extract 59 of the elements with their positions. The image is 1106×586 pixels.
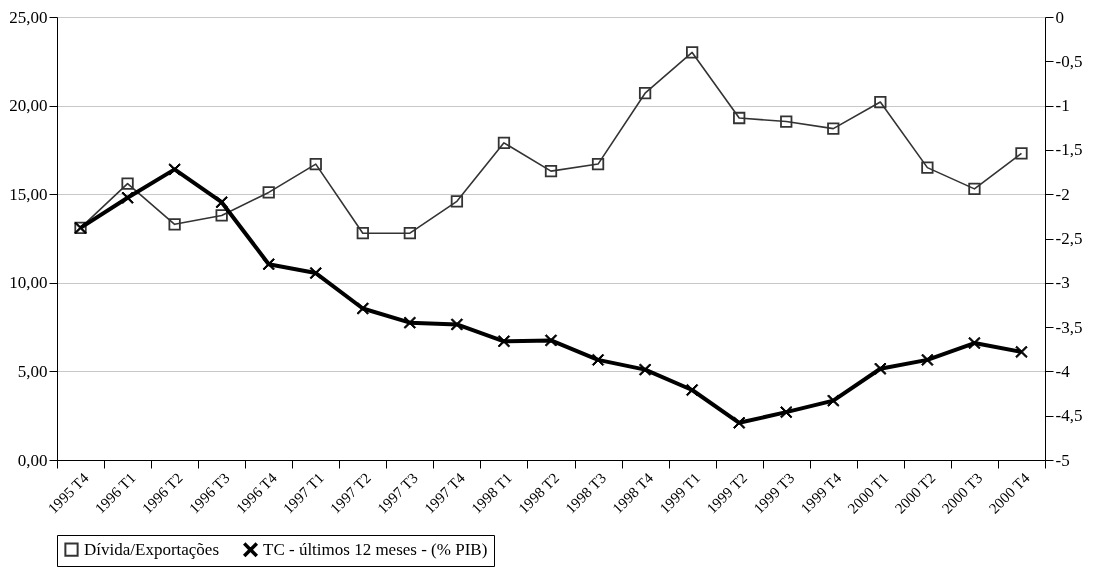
y2-tick-label: -0,5 <box>1055 51 1083 71</box>
point <box>638 363 652 376</box>
y-tick-label: 5,00 <box>17 361 48 381</box>
point <box>827 122 840 135</box>
point <box>921 161 934 174</box>
y2-tick-label: -5 <box>1055 450 1070 470</box>
point <box>168 163 181 176</box>
point <box>968 182 981 196</box>
y2-tick-label: -3,5 <box>1055 317 1083 337</box>
point <box>685 383 699 397</box>
point <box>403 227 416 240</box>
point <box>262 257 275 271</box>
point <box>544 165 558 178</box>
point <box>262 186 275 199</box>
point <box>309 266 322 280</box>
point <box>732 416 746 429</box>
point <box>591 353 605 367</box>
point <box>1015 147 1028 160</box>
point <box>921 353 934 367</box>
y-tick-label: 25,00 <box>9 7 48 27</box>
point <box>591 157 605 171</box>
y-tick-label: 10,00 <box>9 273 48 293</box>
y-tick-label: 15,00 <box>9 184 48 204</box>
point <box>450 318 464 331</box>
point <box>497 136 511 149</box>
y2-tick-label: -1,5 <box>1055 140 1083 160</box>
y2-tick-label: -2 <box>1055 184 1070 204</box>
y2-tick-label: -3 <box>1055 273 1070 293</box>
point <box>403 316 417 329</box>
point <box>450 195 464 208</box>
point <box>780 405 793 419</box>
legend-label: Dívida/Exportações <box>84 539 220 559</box>
point <box>356 227 369 240</box>
point <box>121 191 134 204</box>
y-tick-label: 0,00 <box>17 450 48 470</box>
y2-tick-label: -4,5 <box>1055 406 1083 426</box>
point <box>686 46 699 59</box>
y2-tick-label: -2,5 <box>1055 229 1083 248</box>
point <box>215 209 228 222</box>
point <box>827 394 840 407</box>
point <box>168 218 181 231</box>
legend-label: TC - últimos 12 meses - (% PIB) <box>263 539 488 559</box>
point <box>1015 345 1028 359</box>
y2-tick-label: -4 <box>1055 361 1071 381</box>
point <box>638 87 652 100</box>
point <box>215 195 228 209</box>
point <box>780 115 793 128</box>
point <box>874 95 887 109</box>
point <box>874 362 887 375</box>
point <box>733 111 746 125</box>
point <box>121 177 134 190</box>
point <box>544 334 558 347</box>
point <box>497 335 511 348</box>
y-tick-label: 20,00 <box>9 96 48 116</box>
y2-tick-label: 0 <box>1055 7 1064 27</box>
point <box>309 157 322 171</box>
point <box>356 302 370 315</box>
y2-tick-label: -1 <box>1055 96 1070 116</box>
point <box>968 336 981 350</box>
